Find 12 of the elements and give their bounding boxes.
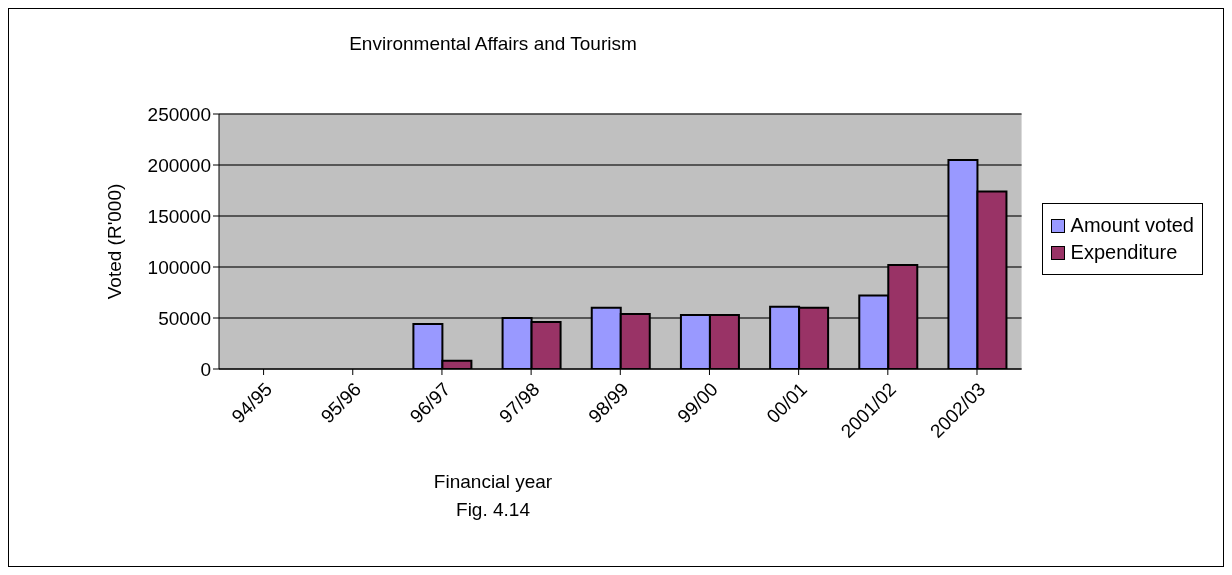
- y-tick-label: 50000: [158, 307, 211, 329]
- x-axis-title: Financial year: [432, 471, 554, 493]
- y-tick-label: 0: [200, 358, 211, 380]
- y-tick-label: 100000: [147, 256, 211, 278]
- chart-title: Environmental Affairs and Tourism: [348, 33, 638, 55]
- y-tick-label: 150000: [147, 205, 211, 227]
- y-tick-label: 250000: [147, 103, 211, 125]
- legend-label: Amount voted: [1070, 214, 1194, 237]
- legend-label: Expenditure: [1070, 241, 1178, 264]
- y-tick-label: 200000: [147, 154, 211, 176]
- caption: Fig. 4.14: [455, 499, 531, 521]
- y-axis-title: Voted (R'000): [103, 183, 125, 300]
